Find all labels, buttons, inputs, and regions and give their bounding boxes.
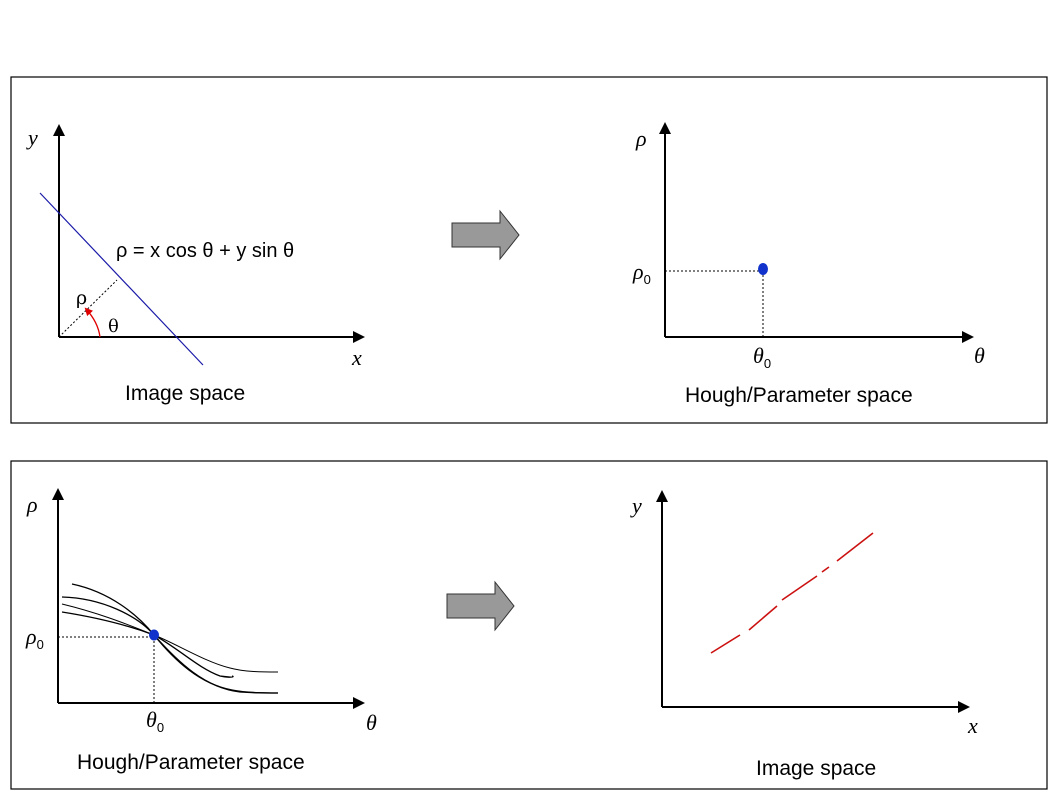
image-space-title: Image space	[756, 757, 876, 780]
transition-arrow-top	[451, 209, 520, 261]
line-segment	[781, 575, 818, 601]
hough-space-title: Hough/Parameter space	[77, 751, 305, 774]
bottom-left-hough-space: ρ θ ρ0 θ0 Hough/Parameter space	[25, 488, 377, 774]
detected-line-segments	[710, 532, 874, 654]
transition-arrow-bottom	[446, 580, 515, 632]
image-space-title: Image space	[125, 382, 245, 405]
detected-line	[39, 192, 204, 366]
y-axis-label: y	[26, 125, 38, 150]
theta-label: θ	[108, 316, 119, 337]
rho0-label: ρ0	[632, 259, 651, 287]
curve-intersection-point	[149, 629, 159, 641]
theta-axis-label: θ	[366, 710, 377, 735]
theta0-label: θ0	[753, 343, 771, 371]
hough-peak-point	[758, 263, 768, 275]
bottom-right-image-space: y x Image space	[630, 490, 978, 780]
theta-axis-label: θ	[974, 343, 985, 368]
line-segment	[710, 634, 741, 654]
sinusoid-curve-3	[61, 603, 279, 673]
hough-space-title: Hough/Parameter space	[685, 384, 913, 407]
y-axis-label: y	[630, 493, 642, 518]
rho-axis-label: ρ	[26, 492, 38, 517]
x-axis-label: x	[967, 713, 978, 738]
rho-label: ρ	[76, 287, 87, 309]
line-segment	[836, 532, 874, 562]
sinusoid-curve-4	[61, 611, 234, 678]
sinusoid-curve-1	[71, 583, 279, 694]
x-axis-label: x	[351, 345, 362, 370]
line-equation: ρ = x cos θ + y sin θ	[116, 240, 294, 262]
rho0-label: ρ0	[25, 624, 44, 652]
line-segment	[821, 566, 830, 573]
bottom-panel-frame	[10, 460, 1048, 790]
top-left-image-space: y x ρ θ ρ = x cos θ + y sin θ Image spac…	[26, 124, 365, 405]
top-panel-frame	[10, 76, 1048, 424]
theta0-label: θ0	[146, 707, 164, 735]
theta-arc-arrow	[84, 307, 101, 338]
top-right-hough-space: ρ θ ρ0 θ0 Hough/Parameter space	[632, 122, 985, 407]
line-segment	[748, 605, 778, 631]
sinusoid-curve-2	[61, 596, 279, 694]
rho-axis-label: ρ	[635, 126, 647, 151]
